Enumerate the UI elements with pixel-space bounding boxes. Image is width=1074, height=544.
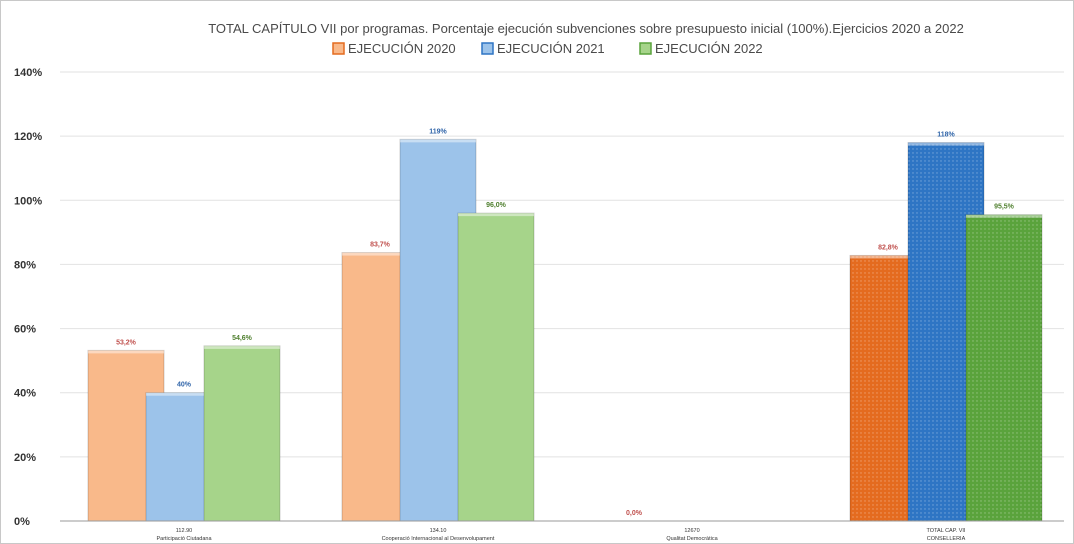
data-label: 118% (937, 132, 955, 139)
x-tick-code: TOTAL CAP. VII (927, 528, 966, 534)
bar (457, 212, 535, 522)
legend-label: EJECUCIÓN 2022 (655, 41, 763, 56)
data-label: 119% (429, 128, 447, 135)
bar (203, 345, 281, 522)
y-tick-label: 140% (14, 67, 42, 79)
legend-label: EJECUCIÓN 2021 (497, 41, 605, 56)
x-tick-name: Participació Ciutadana (156, 536, 212, 542)
bar-highlight (966, 214, 1042, 218)
bar-highlight (342, 252, 418, 256)
y-tick-label: 120% (14, 131, 42, 143)
x-tick-code: 112.90 (176, 528, 192, 534)
bars (87, 138, 1043, 522)
x-tick-code: 12670 (684, 528, 699, 534)
bar-highlight (400, 139, 476, 143)
y-tick-label: 20% (14, 452, 36, 464)
legend: EJECUCIÓN 2020 EJECUCIÓN 2021 EJECUCIÓN 20… (332, 41, 763, 56)
bar-highlight (908, 142, 984, 146)
bar-highlight (146, 392, 222, 396)
legend-swatch (332, 42, 345, 55)
bar-highlight (458, 213, 534, 217)
data-labels: 53,2% 40% 54,6% 83,7% 119% 96,0% 0,0% 82,8% 118%… (116, 128, 1015, 517)
data-label: 54,6% (232, 335, 253, 342)
data-label: 40% (177, 382, 192, 389)
x-tick-name: CONSELLERIA (927, 536, 966, 542)
data-label: 95,5% (994, 204, 1015, 211)
bar-highlight (88, 350, 164, 354)
axes: 0% 20% 40% 60% 80% 100% 120% 140% 112.90 Particip… (14, 67, 1064, 542)
y-tick-label: 60% (14, 324, 36, 336)
chart-title: TOTAL CAPÍTULO VII por programas. Porcen… (208, 21, 964, 36)
y-tick-label: 100% (14, 195, 42, 207)
x-tick-name: Cooperació Internacional al Desenvolupam… (382, 536, 495, 542)
data-label: 96,0% (486, 202, 507, 209)
y-tick-label: 0% (14, 516, 30, 528)
x-tick-name: Qualitat Democràtica (666, 536, 718, 542)
y-tick-label: 40% (14, 388, 36, 400)
data-label: 53,2% (116, 339, 137, 346)
legend-label: EJECUCIÓN 2020 (348, 41, 456, 56)
bar-texture (966, 214, 1042, 522)
legend-swatch (481, 42, 494, 55)
data-label: 0,0% (626, 510, 643, 517)
data-label: 82,8% (878, 244, 899, 251)
bar-highlight (204, 345, 280, 349)
legend-swatch (639, 42, 652, 55)
y-tick-label: 80% (14, 259, 36, 271)
x-tick-code: 134.10 (430, 528, 447, 534)
data-label: 83,7% (370, 242, 391, 249)
bar-highlight (850, 255, 926, 259)
